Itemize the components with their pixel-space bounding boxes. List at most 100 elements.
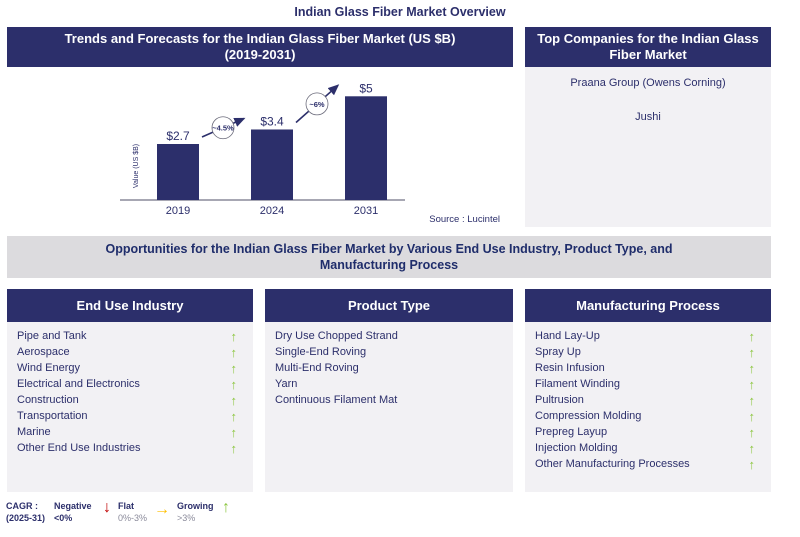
company-item: Praana Group (Owens Corning): [570, 77, 726, 89]
up-arrow-icon: ↑: [230, 328, 238, 344]
bar-chart: Value (US $B) $2.7 2019 $3.4 2024 $5 2031 ~4.5…: [120, 81, 500, 225]
up-arrow-icon: ↑: [748, 408, 756, 424]
list-item-label: Dry Use Chopped Strand: [275, 330, 398, 342]
cagr-label: ~6%: [309, 100, 325, 109]
up-arrow-icon: ↑: [230, 408, 238, 424]
list-item-label: Other End Use Industries: [17, 442, 141, 454]
bar-2031: [345, 96, 387, 200]
data-label: $5: [359, 81, 373, 95]
list-item: Marine ↑: [7, 424, 253, 440]
down-arrow-icon: ↓: [103, 499, 111, 516]
legend-flat-label: Flat: [118, 501, 135, 511]
up-arrow-icon: ↑: [748, 344, 756, 360]
end-use-industry-header: End Use Industry: [7, 289, 253, 322]
up-arrow-icon: ↑: [748, 360, 756, 376]
up-arrow-icon: ↑: [748, 456, 756, 472]
list-item-label: Marine: [17, 426, 51, 438]
chart-title-line1: Trends and Forecasts for the Indian Glas…: [64, 31, 456, 47]
page-title: Indian Glass Fiber Market Overview: [294, 5, 506, 19]
list-item-label: Continuous Filament Mat: [275, 394, 398, 406]
x-tick-label: 2031: [354, 205, 378, 217]
list-item-label: Hand Lay-Up: [535, 330, 600, 342]
list-item-label: Resin Infusion: [535, 362, 605, 374]
list-item-label: Spray Up: [535, 346, 581, 358]
legend-cagr-period: (2025-31): [6, 513, 46, 523]
list-item: Filament Winding ↑: [525, 376, 771, 392]
opportunities-banner: Opportunities for the Indian Glass Fiber…: [7, 236, 771, 278]
list-item-label: Pipe and Tank: [17, 330, 87, 342]
list-item-label: Yarn: [275, 378, 298, 390]
up-arrow-icon: ↑: [230, 440, 238, 456]
list-item: Electrical and Electronics ↑: [7, 376, 253, 392]
up-arrow-icon: ↑: [748, 328, 756, 344]
chart-title-line2: (2019-2031): [224, 47, 296, 62]
legend-cagr-text: CAGR :: [6, 501, 38, 511]
up-arrow-icon: ↑: [230, 424, 238, 440]
top-companies-title-line1: Top Companies for the Indian Glass: [537, 31, 759, 47]
list-item: Injection Molding ↑: [525, 440, 771, 456]
bar-2024: [251, 129, 293, 200]
list-item: Aerospace ↑: [7, 344, 253, 360]
list-item-label: Injection Molding: [535, 442, 618, 454]
up-arrow-icon: ↑: [222, 499, 230, 516]
list-item: Pultrusion ↑: [525, 392, 771, 408]
legend-flat-range: 0%-3%: [118, 513, 148, 523]
list-item-label: Single-End Roving: [275, 346, 367, 358]
list-item: Spray Up ↑: [525, 344, 771, 360]
legend-negative: Negative <0%: [54, 500, 92, 524]
opportunities-title-line1: Opportunities for the Indian Glass Fiber…: [105, 241, 673, 256]
list-item-label: Compression Molding: [535, 410, 642, 422]
list-item: Continuous Filament Mat: [265, 392, 513, 408]
cagr-label: ~4.5%: [212, 124, 234, 133]
list-item: Pipe and Tank ↑: [7, 328, 253, 344]
legend-flat: Flat 0%-3%: [118, 500, 147, 524]
product-type-list: Dry Use Chopped Strand Single-End Roving M…: [265, 322, 513, 408]
legend-negative-label: Negative: [54, 501, 92, 511]
up-arrow-icon: ↑: [230, 376, 238, 392]
legend-growing-label: Growing: [177, 501, 214, 511]
up-arrow-icon: ↑: [230, 392, 238, 408]
list-item: Wind Energy ↑: [7, 360, 253, 376]
list-item: Hand Lay-Up ↑: [525, 328, 771, 344]
up-arrow-icon: ↑: [748, 376, 756, 392]
list-item-label: Filament Winding: [535, 378, 620, 390]
data-label: $2.7: [166, 129, 190, 143]
company-item: Jushi: [635, 111, 661, 123]
source-label: Source : Lucintel: [429, 214, 500, 225]
list-item-label: Aerospace: [17, 346, 70, 358]
list-item: Transportation ↑: [7, 408, 253, 424]
legend-negative-range: <0%: [54, 513, 73, 523]
end-use-industry-list: Pipe and Tank ↑ Aerospace ↑ Wind Energy ↑ Elec…: [7, 322, 253, 456]
product-type-header: Product Type: [265, 289, 513, 322]
opportunities-title-line2: Manufacturing Process: [319, 258, 459, 272]
bar-2019: [157, 144, 199, 200]
product-type-panel: Product Type Dry Use Chopped Strand Singl…: [265, 289, 513, 492]
manufacturing-process-panel: Manufacturing Process Hand Lay-Up ↑ Spray …: [525, 289, 771, 492]
list-item-label: Transportation: [17, 410, 88, 422]
x-tick-label: 2024: [260, 205, 284, 217]
list-item-label: Other Manufacturing Processes: [535, 458, 690, 470]
list-item-label: Construction: [17, 394, 79, 406]
list-item-label: Electrical and Electronics: [17, 378, 140, 390]
up-arrow-icon: ↑: [748, 424, 756, 440]
list-item: Multi-End Roving: [265, 360, 513, 376]
top-companies-header: Top Companies for the Indian Glass Fiber…: [525, 27, 771, 67]
top-companies-title-line2: Fiber Market: [609, 47, 687, 62]
up-arrow-icon: ↑: [230, 360, 238, 376]
list-item: Resin Infusion ↑: [525, 360, 771, 376]
list-item-label: Multi-End Roving: [275, 362, 359, 374]
up-arrow-icon: ↑: [748, 392, 756, 408]
legend-cagr-label: CAGR : (2025-31): [6, 500, 45, 524]
list-item: Construction ↑: [7, 392, 253, 408]
list-item-label: Prepreg Layup: [535, 426, 608, 438]
manufacturing-process-list: Hand Lay-Up ↑ Spray Up ↑ Resin Infusion ↑ Fila…: [525, 322, 771, 472]
list-item-label: Pultrusion: [535, 394, 584, 406]
up-arrow-icon: ↑: [230, 344, 238, 360]
cagr-bubble: [211, 116, 235, 140]
top-companies-panel: Top Companies for the Indian Glass Fiber…: [525, 27, 771, 227]
x-tick-label: 2019: [166, 205, 190, 217]
y-axis-label: Value (US $B): [133, 144, 140, 188]
list-item: Yarn: [265, 376, 513, 392]
list-item-label: Wind Energy: [17, 362, 80, 374]
data-label: $3.4: [260, 114, 284, 128]
